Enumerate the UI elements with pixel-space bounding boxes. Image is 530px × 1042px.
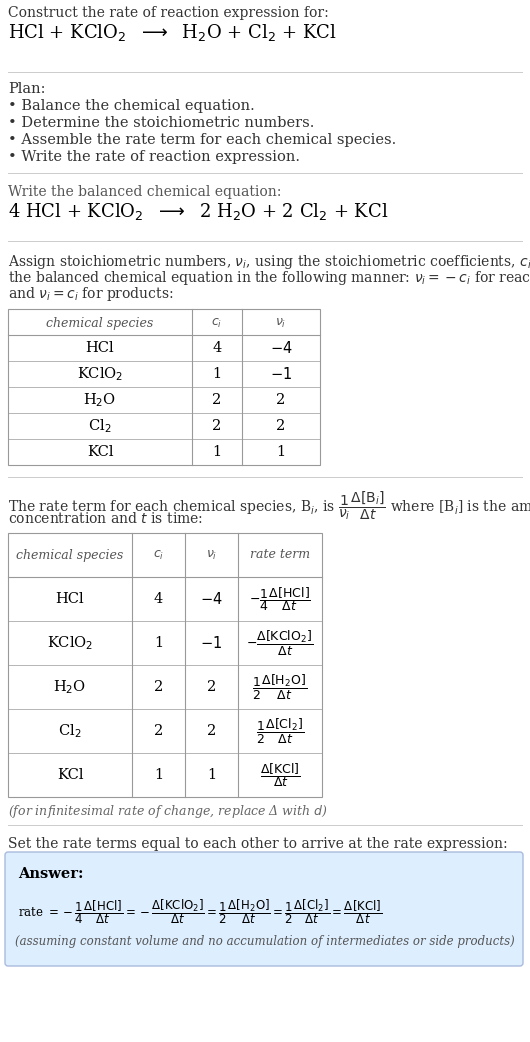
Text: $\dfrac{\Delta[\mathrm{KCl}]}{\Delta t}$: $\dfrac{\Delta[\mathrm{KCl}]}{\Delta t}$ [260, 761, 301, 789]
Text: $\dfrac{1}{2}\dfrac{\Delta[\mathrm{H_2O}]}{\Delta t}$: $\dfrac{1}{2}\dfrac{\Delta[\mathrm{H_2O}… [252, 672, 307, 701]
Text: Cl$_2$: Cl$_2$ [89, 417, 112, 435]
Text: Construct the rate of reaction expression for:: Construct the rate of reaction expressio… [8, 6, 329, 20]
Text: 2: 2 [213, 393, 222, 407]
Text: • Assemble the rate term for each chemical species.: • Assemble the rate term for each chemic… [8, 133, 396, 147]
Text: (for infinitesimal rate of change, replace Δ with $d$): (for infinitesimal rate of change, repla… [8, 803, 328, 820]
Text: KClO$_2$: KClO$_2$ [77, 365, 123, 382]
Text: chemical species: chemical species [16, 548, 123, 562]
Text: H$_2$O: H$_2$O [83, 391, 117, 408]
Text: 2: 2 [207, 724, 216, 738]
Text: Write the balanced chemical equation:: Write the balanced chemical equation: [8, 185, 281, 199]
Text: 1: 1 [207, 768, 216, 782]
Text: (assuming constant volume and no accumulation of intermediates or side products): (assuming constant volume and no accumul… [15, 935, 515, 948]
Text: and $\nu_i = c_i$ for products:: and $\nu_i = c_i$ for products: [8, 286, 173, 303]
Text: KCl: KCl [87, 445, 113, 458]
Text: $c_i$: $c_i$ [211, 317, 223, 330]
Text: 1: 1 [213, 367, 222, 381]
Text: chemical species: chemical species [47, 317, 154, 330]
Text: $-1$: $-1$ [200, 635, 223, 651]
Text: HCl + KClO$_2$  $\longrightarrow$  H$_2$O + Cl$_2$ + KCl: HCl + KClO$_2$ $\longrightarrow$ H$_2$O … [8, 22, 337, 43]
Text: • Determine the stoichiometric numbers.: • Determine the stoichiometric numbers. [8, 116, 314, 130]
Text: Set the rate terms equal to each other to arrive at the rate expression:: Set the rate terms equal to each other t… [8, 837, 508, 851]
Text: $\nu_i$: $\nu_i$ [275, 317, 287, 330]
Text: 4 HCl + KClO$_2$  $\longrightarrow$  2 H$_2$O + 2 Cl$_2$ + KCl: 4 HCl + KClO$_2$ $\longrightarrow$ 2 H$_… [8, 201, 388, 222]
Text: H$_2$O: H$_2$O [54, 678, 86, 696]
Text: 2: 2 [276, 393, 286, 407]
Text: 2: 2 [207, 680, 216, 694]
Text: $c_i$: $c_i$ [153, 548, 164, 562]
Text: $\dfrac{1}{2}\dfrac{\Delta[\mathrm{Cl_2}]}{\Delta t}$: $\dfrac{1}{2}\dfrac{\Delta[\mathrm{Cl_2}… [256, 717, 304, 745]
Text: $\nu_i$: $\nu_i$ [206, 548, 217, 562]
Text: 4: 4 [154, 592, 163, 606]
Text: 1: 1 [213, 445, 222, 458]
Text: concentration and $t$ is time:: concentration and $t$ is time: [8, 511, 203, 526]
Text: • Write the rate of reaction expression.: • Write the rate of reaction expression. [8, 150, 300, 164]
Text: Assign stoichiometric numbers, $\nu_i$, using the stoichiometric coefficients, $: Assign stoichiometric numbers, $\nu_i$, … [8, 253, 530, 271]
Text: 1: 1 [277, 445, 286, 458]
Text: HCl: HCl [86, 341, 114, 355]
Text: rate $= -\dfrac{1}{4}\dfrac{\Delta[\mathrm{HCl}]}{\Delta t} = -\dfrac{\Delta[\ma: rate $= -\dfrac{1}{4}\dfrac{\Delta[\math… [18, 897, 382, 925]
Text: Plan:: Plan: [8, 82, 46, 96]
Text: KCl: KCl [57, 768, 83, 782]
Text: 4: 4 [213, 341, 222, 355]
Text: 2: 2 [154, 724, 163, 738]
Text: Answer:: Answer: [18, 867, 84, 880]
Text: rate term: rate term [250, 548, 310, 562]
Bar [8, 534, 322, 797]
Text: KClO$_2$: KClO$_2$ [47, 635, 93, 652]
Text: $-\dfrac{1}{4}\dfrac{\Delta[\mathrm{HCl}]}{\Delta t}$: $-\dfrac{1}{4}\dfrac{\Delta[\mathrm{HCl}… [249, 585, 311, 613]
Text: $-4$: $-4$ [200, 591, 223, 607]
Text: 2: 2 [154, 680, 163, 694]
Text: 1: 1 [154, 636, 163, 650]
FancyBboxPatch shape [5, 852, 523, 966]
Text: HCl: HCl [56, 592, 84, 606]
Text: 2: 2 [213, 419, 222, 433]
Text: $-\dfrac{\Delta[\mathrm{KClO_2}]}{\Delta t}$: $-\dfrac{\Delta[\mathrm{KClO_2}]}{\Delta… [246, 628, 314, 658]
Text: $-1$: $-1$ [270, 366, 292, 382]
Text: the balanced chemical equation in the following manner: $\nu_i = -c_i$ for react: the balanced chemical equation in the fo… [8, 269, 530, 287]
Bar [8, 309, 320, 465]
Text: 2: 2 [276, 419, 286, 433]
Text: 1: 1 [154, 768, 163, 782]
Text: • Balance the chemical equation.: • Balance the chemical equation. [8, 99, 255, 113]
Text: $-4$: $-4$ [270, 340, 293, 356]
Text: The rate term for each chemical species, B$_i$, is $\dfrac{1}{\nu_i}\dfrac{\Delt: The rate term for each chemical species,… [8, 489, 530, 522]
Text: Cl$_2$: Cl$_2$ [58, 722, 82, 740]
